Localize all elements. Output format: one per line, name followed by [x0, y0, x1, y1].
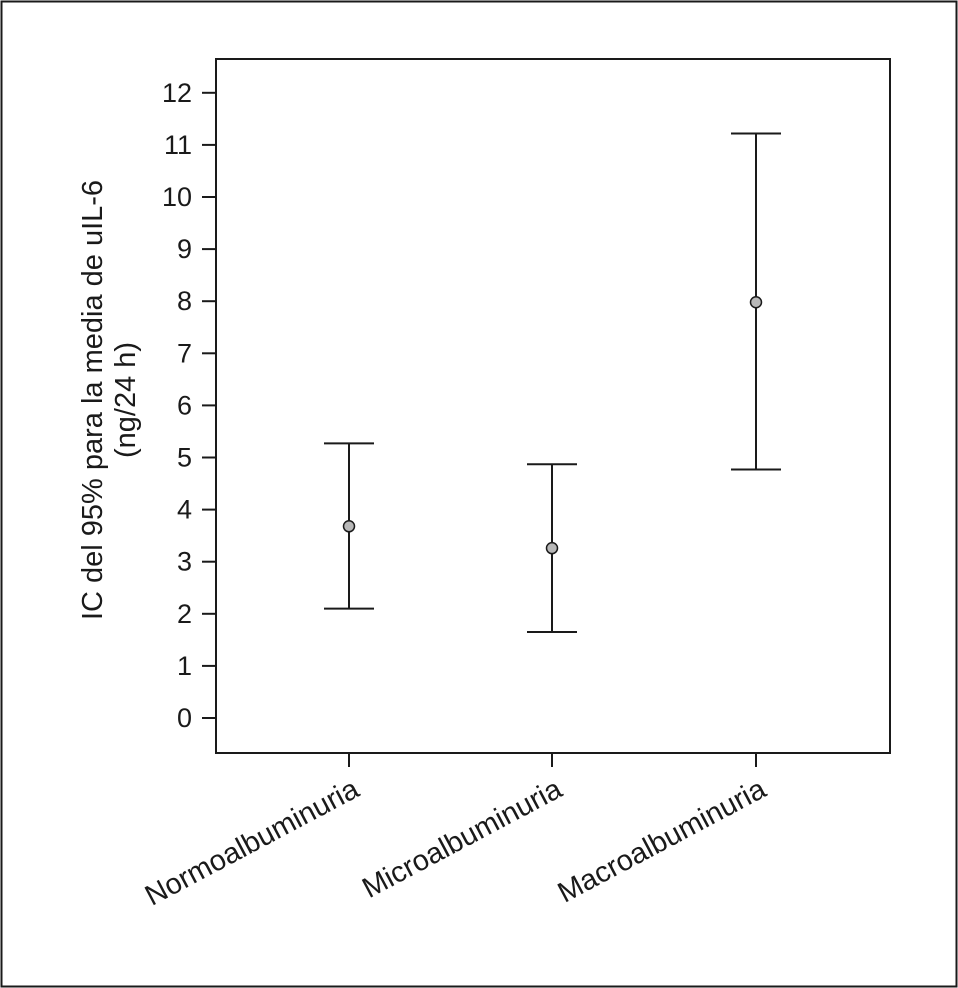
y-tick-label: 7 [177, 338, 192, 368]
y-tick-label: 10 [162, 182, 192, 212]
y-tick-label: 5 [177, 443, 192, 473]
y-tick-label: 12 [162, 78, 192, 108]
y-tick-label: 3 [177, 547, 192, 577]
error-bars [324, 132, 781, 634]
y-axis-title-line-1: IC del 95% para la media de uIL-6 [77, 180, 109, 620]
y-tick-label: 9 [177, 234, 192, 264]
y-axis-title-line-2: (ng/24 h) [110, 342, 142, 458]
y-tick-label: 2 [177, 599, 192, 629]
mean-point [545, 541, 559, 555]
mean-point [342, 520, 356, 533]
mean-point [749, 295, 763, 309]
y-tick-label: 11 [164, 130, 192, 160]
y-tick-label: 6 [177, 390, 192, 420]
y-tick-label: 0 [177, 703, 192, 733]
y-tick-label: 1 [177, 651, 192, 681]
y-tick-label: 8 [177, 286, 192, 316]
y-tick-label: 4 [177, 495, 192, 525]
